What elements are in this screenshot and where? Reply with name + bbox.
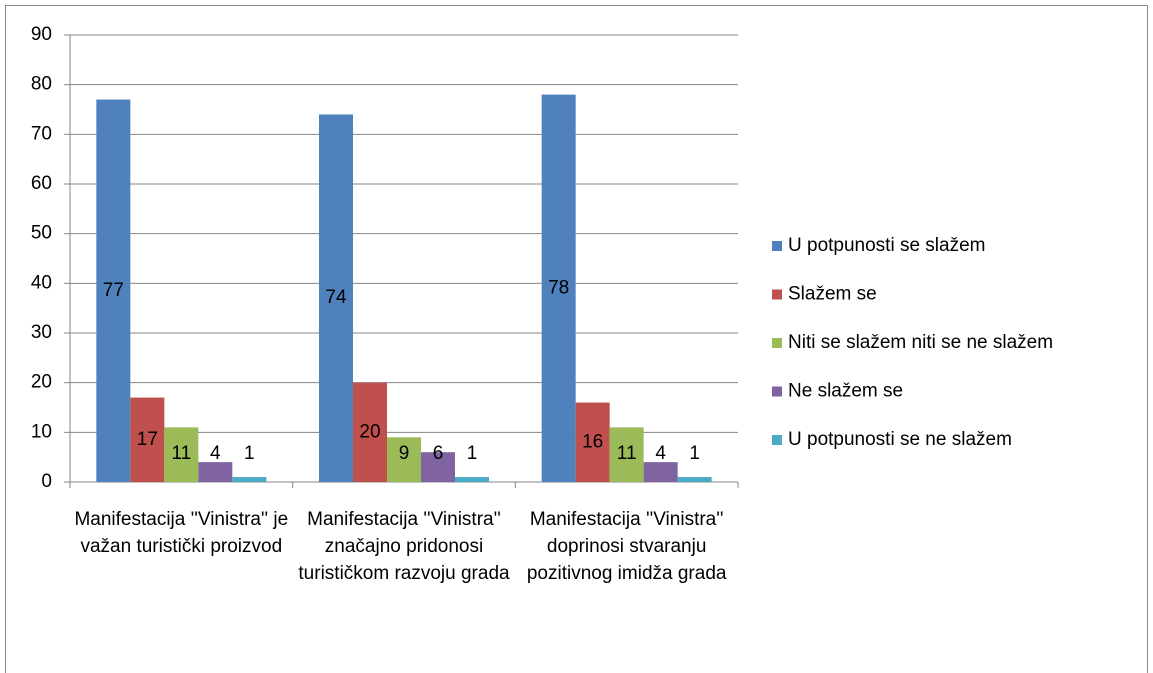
data-label: 78	[548, 277, 569, 298]
y-tick-label: 50	[31, 223, 52, 244]
data-label: 16	[582, 431, 603, 452]
legend-swatch	[772, 289, 782, 300]
x-tick-label: Manifestacija ''Vinistra'' doprinosi stv…	[526, 509, 727, 584]
legend-swatch	[772, 435, 782, 445]
bar	[387, 437, 421, 482]
bar	[643, 462, 678, 482]
bar	[609, 427, 644, 482]
data-label: 4	[655, 443, 666, 464]
bar	[455, 477, 489, 482]
data-label: 1	[467, 443, 478, 464]
data-label: 6	[433, 443, 444, 464]
legend-label: U potpunosti se slažem	[788, 235, 986, 256]
legend-swatch	[772, 386, 782, 397]
y-tick-label: 60	[31, 173, 52, 194]
data-label: 9	[399, 443, 410, 464]
y-tick-label: 20	[31, 372, 52, 393]
data-label: 11	[617, 443, 637, 464]
legend-label: Niti se slažem niti se ne slažem	[788, 332, 1053, 353]
bar	[421, 452, 455, 482]
legend-swatch	[772, 241, 782, 251]
y-tick-label: 30	[31, 322, 52, 343]
bar	[541, 94, 576, 482]
data-label: 74	[325, 287, 347, 308]
bar	[575, 402, 610, 482]
legend-label: Slažem se	[788, 284, 877, 305]
bar	[96, 99, 131, 483]
bar	[130, 397, 165, 482]
x-tick-label: Manifestacija ''Vinistra'' značajno prid…	[298, 509, 510, 584]
chart-border	[5, 5, 1148, 673]
y-tick-label: 0	[41, 471, 52, 492]
data-label: 4	[210, 443, 221, 464]
legend-label: Ne slažem se	[788, 381, 903, 402]
bar	[319, 114, 353, 482]
bar	[353, 382, 387, 482]
x-tick-label: Manifestacija ''Vinistra'' je važan turi…	[74, 509, 289, 557]
data-label: 11	[171, 443, 191, 464]
data-label: 77	[103, 280, 124, 301]
bar	[198, 462, 233, 482]
data-label: 20	[359, 421, 380, 442]
bar	[164, 427, 199, 482]
bar	[677, 477, 712, 482]
y-tick-label: 10	[31, 421, 52, 442]
legend-swatch	[772, 338, 782, 348]
data-label: 1	[244, 443, 255, 464]
y-tick-label: 90	[31, 24, 52, 45]
y-tick-label: 70	[31, 123, 52, 144]
y-tick-label: 40	[31, 272, 52, 293]
data-label: 17	[137, 429, 158, 450]
data-label: 1	[689, 443, 700, 464]
legend-label: U potpunosti se ne slažem	[788, 429, 1012, 450]
y-tick-label: 80	[31, 74, 52, 95]
bar	[232, 477, 267, 482]
